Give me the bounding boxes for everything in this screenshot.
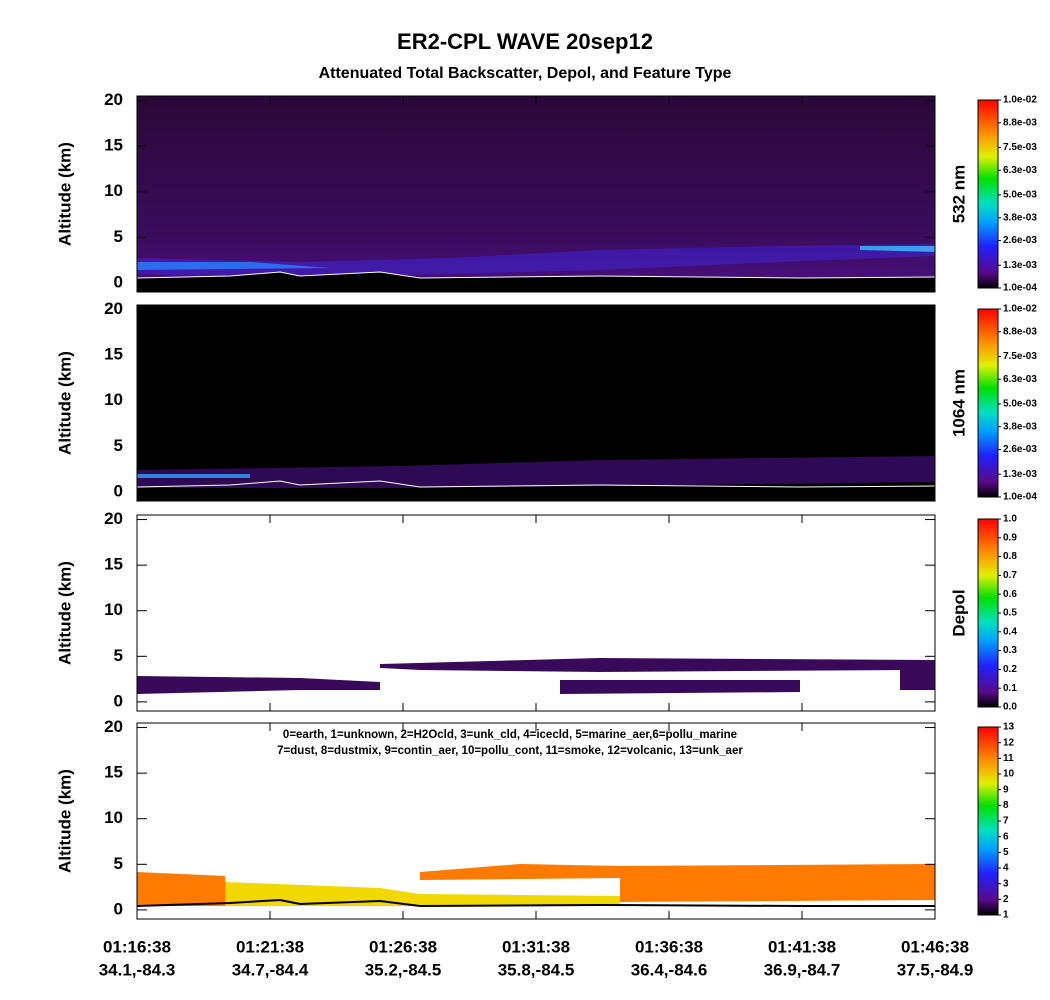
y-tick-label: 0: [114, 899, 123, 918]
x-tick-label: 01:21:38: [236, 937, 304, 956]
colorbar: [977, 308, 999, 498]
panel-image: [137, 515, 935, 711]
colorbar-tick-label: 2.6e-03: [1003, 444, 1037, 455]
colorbar-tick-label: 1.0e-04: [1003, 492, 1037, 503]
y-tick-label: 5: [114, 646, 123, 665]
y-tick-label: 15: [104, 763, 123, 782]
colorbar-tick-label: 0.9: [1003, 532, 1017, 543]
colorbar-tick-label: 0.8: [1003, 551, 1017, 562]
colorbar-tick-label: 1.3e-03: [1003, 260, 1037, 271]
colorbar-tick-label: 13: [1003, 722, 1015, 733]
y-tick-label: 15: [104, 555, 123, 574]
y-axis-label: Altitude (km): [55, 142, 74, 246]
colorbar-tick-label: 4: [1003, 863, 1009, 874]
y-tick-label: 5: [114, 436, 123, 455]
y-tick-label: 5: [114, 854, 123, 873]
chart-subtitle: Attenuated Total Backscatter, Depol, and…: [319, 65, 732, 82]
y-tick-label: 20: [104, 717, 123, 736]
x-tick-label: 01:46:38: [901, 937, 969, 956]
y-tick-label: 0: [114, 481, 123, 500]
y-tick-label: 15: [104, 345, 123, 364]
colorbar-tick-label: 0.0: [1003, 702, 1017, 713]
colorbar: [977, 99, 999, 289]
colorbar-label: 532 nm: [949, 165, 968, 224]
chart-title: ER2-CPL WAVE 20sep12: [397, 29, 653, 54]
colorbar-tick-label: 9: [1003, 784, 1009, 795]
colorbar-tick-label: 5.0e-03: [1003, 190, 1037, 201]
x-tick-label: 01:16:38: [103, 937, 171, 956]
panel-image: [136, 305, 936, 501]
colorbar-tick-label: 8: [1003, 800, 1009, 811]
y-tick-label: 5: [114, 227, 123, 246]
y-tick-label: 15: [104, 136, 123, 155]
x-tick-label: 01:31:38: [502, 937, 570, 956]
colorbar-tick-label: 3.8e-03: [1003, 421, 1037, 432]
y-tick-label: 10: [104, 600, 123, 619]
x-tick-label: 35.2,-84.5: [365, 960, 442, 979]
y-axis-label: Altitude (km): [55, 769, 74, 873]
colorbar-tick-label: 10: [1003, 769, 1015, 780]
y-tick-label: 20: [104, 90, 123, 109]
colorbar-tick-label: 0.2: [1003, 664, 1017, 675]
colorbar-tick-label: 0.7: [1003, 570, 1017, 581]
colorbar-tick-label: 0.4: [1003, 626, 1017, 637]
y-tick-label: 20: [104, 509, 123, 528]
colorbar-tick-label: 1.0e-02: [1003, 95, 1037, 106]
colorbar-tick-label: 8.8e-03: [1003, 326, 1037, 337]
colorbar-tick-label: 2: [1003, 894, 1009, 905]
colorbar-tick-label: 0.3: [1003, 645, 1017, 656]
y-tick-label: 10: [104, 808, 123, 827]
panel-image: [136, 723, 935, 919]
colorbar-tick-label: 6: [1003, 831, 1009, 842]
colorbar-tick-label: 1.0: [1003, 514, 1017, 525]
y-axis-label: Altitude (km): [55, 351, 74, 455]
legend-annotation: 7=dust, 8=dustmix, 9=contin_aer, 10=poll…: [277, 745, 743, 757]
x-tick-label: 35.8,-84.5: [498, 960, 575, 979]
y-tick-label: 0: [114, 691, 123, 710]
colorbar: [977, 726, 999, 916]
colorbar-tick-label: 3: [1003, 878, 1009, 889]
colorbar-label: 1064 nm: [949, 369, 968, 437]
colorbar-tick-label: 5: [1003, 847, 1009, 858]
colorbar-tick-label: 1.0e-02: [1003, 304, 1037, 315]
y-tick-label: 20: [104, 299, 123, 318]
x-tick-label: 37.5,-84.9: [897, 960, 974, 979]
colorbar-tick-label: 7: [1003, 816, 1009, 827]
y-tick-label: 10: [104, 390, 123, 409]
colorbar-tick-label: 8.8e-03: [1003, 117, 1037, 128]
colorbar-tick-label: 7.5e-03: [1003, 351, 1037, 362]
colorbar-tick-label: 0.5: [1003, 608, 1017, 619]
colorbar-tick-label: 5.0e-03: [1003, 399, 1037, 410]
x-tick-label: 01:26:38: [369, 937, 437, 956]
colorbar-label: Depol: [949, 589, 968, 636]
colorbar-tick-label: 11: [1003, 753, 1014, 764]
colorbar-tick-label: 0.1: [1003, 683, 1017, 694]
colorbar-tick-label: 3.8e-03: [1003, 212, 1037, 223]
y-tick-label: 0: [114, 272, 123, 291]
colorbar: [977, 518, 999, 708]
colorbar-tick-label: 12: [1003, 737, 1015, 748]
x-tick-label: 36.4,-84.6: [631, 960, 708, 979]
colorbar-tick-label: 1: [1003, 910, 1009, 921]
colorbar-tick-label: 1.0e-04: [1003, 283, 1037, 294]
x-tick-label: 01:41:38: [768, 937, 836, 956]
y-tick-label: 10: [104, 181, 123, 200]
legend-annotation: 0=earth, 1=unknown, 2=H2Ocld, 3=unk_cld,…: [283, 729, 737, 741]
colorbar-tick-label: 6.3e-03: [1003, 374, 1037, 385]
x-tick-label: 34.7,-84.4: [232, 960, 309, 979]
y-axis-label: Altitude (km): [55, 561, 74, 665]
x-tick-label: 01:36:38: [635, 937, 703, 956]
colorbar-tick-label: 6.3e-03: [1003, 165, 1037, 176]
panel-image: [136, 96, 936, 292]
colorbar-tick-label: 7.5e-03: [1003, 142, 1037, 153]
colorbar-tick-label: 1.3e-03: [1003, 469, 1037, 480]
x-tick-label: 34.1,-84.3: [99, 960, 176, 979]
x-tick-label: 36.9,-84.7: [764, 960, 841, 979]
colorbar-tick-label: 2.6e-03: [1003, 235, 1037, 246]
colorbar-tick-label: 0.6: [1003, 589, 1017, 600]
